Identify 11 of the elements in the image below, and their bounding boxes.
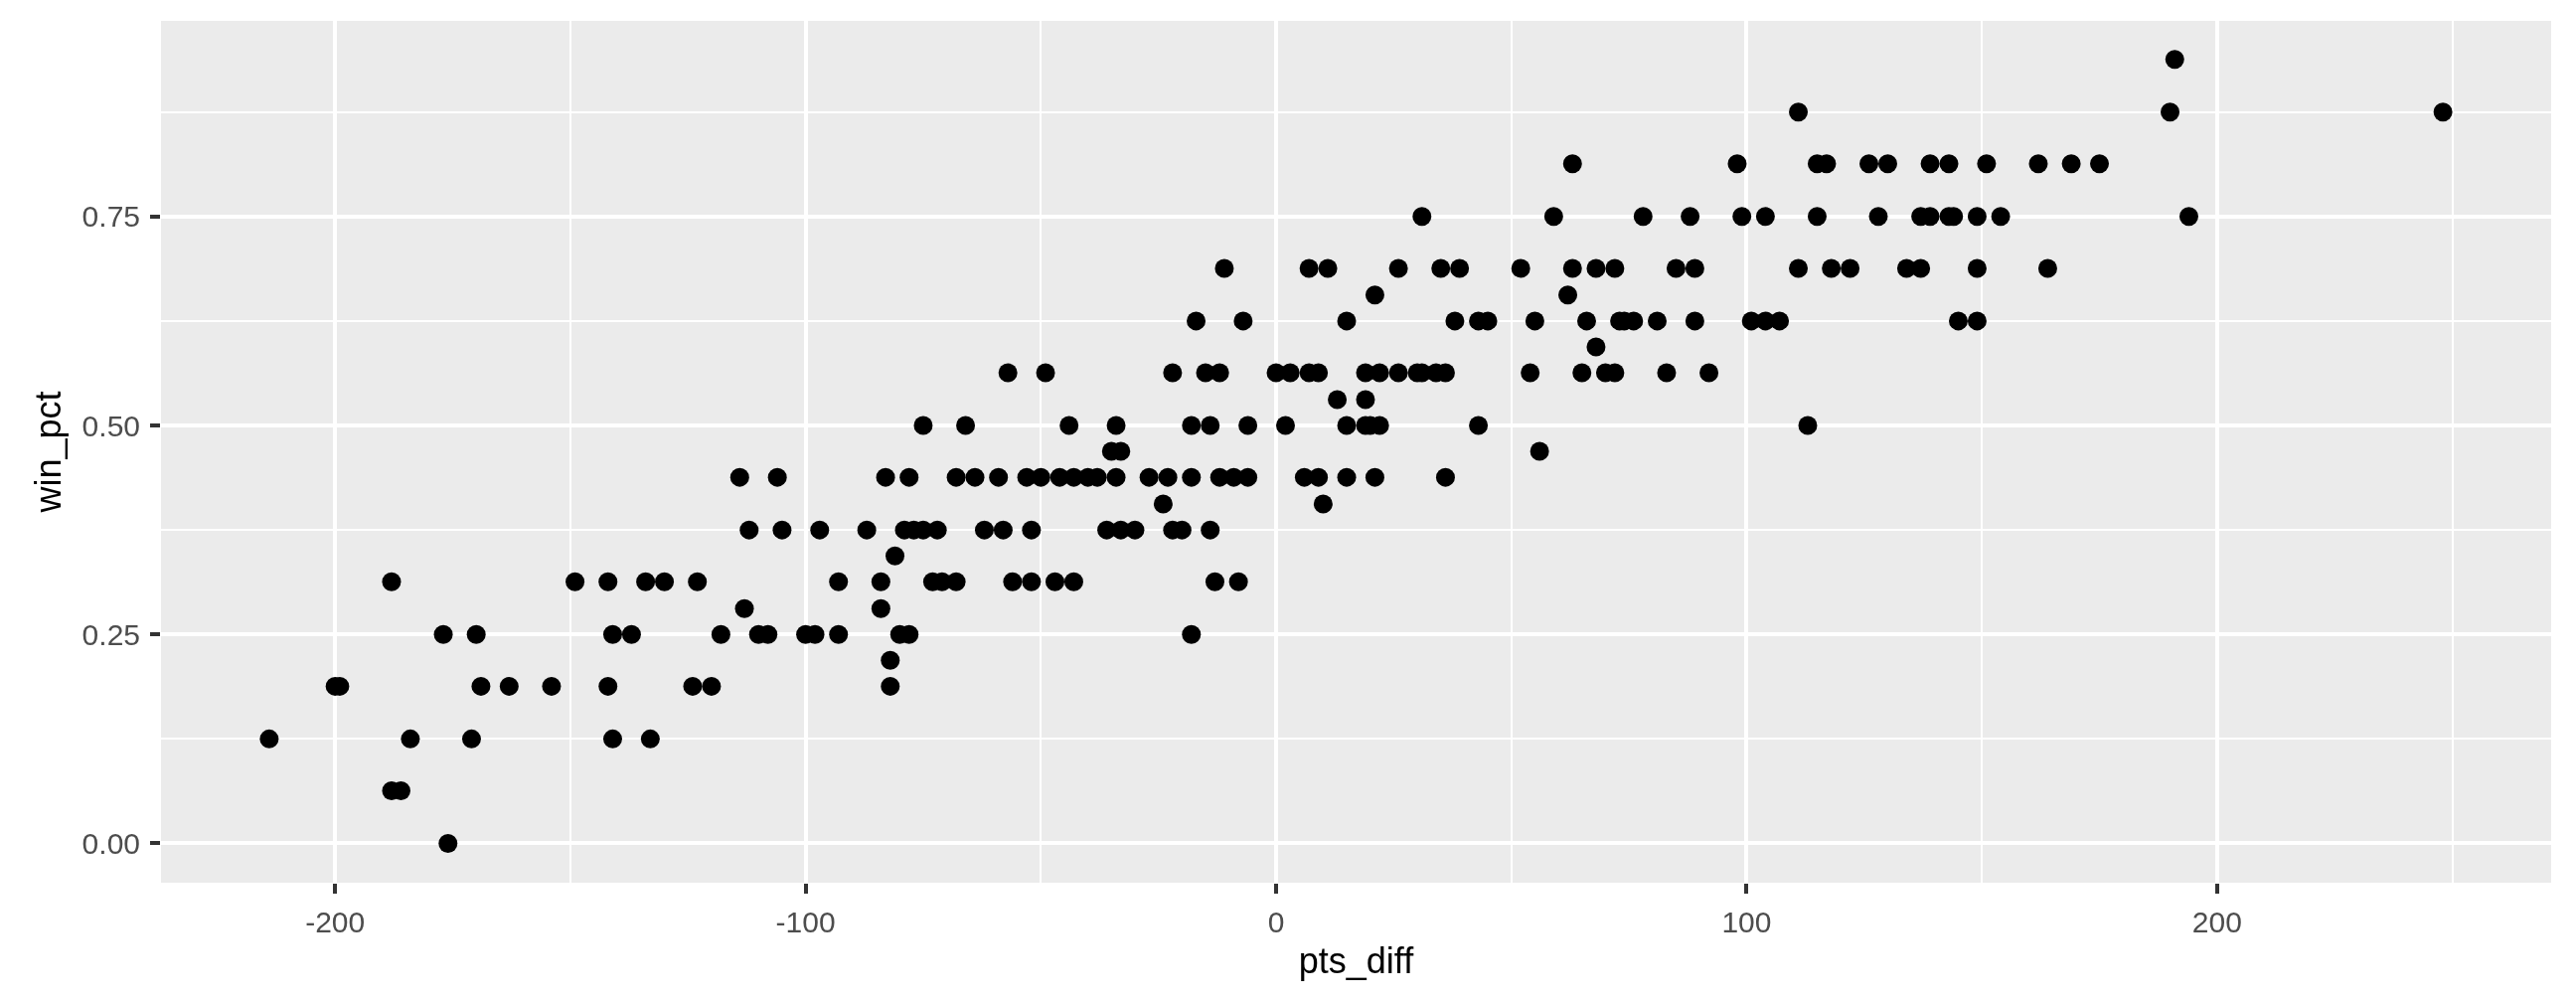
y-tick-label: 0.50: [81, 409, 140, 442]
x-axis-title: pts_diff: [1298, 939, 1415, 981]
x-tick-label: -100: [775, 906, 836, 938]
y-tick-label: 0.75: [81, 200, 140, 234]
x-tick-label: -200: [305, 906, 366, 938]
y-axis-title: win_pct: [27, 391, 69, 514]
x-tick-label: 100: [1721, 906, 1772, 938]
x-tick-label: 0: [1267, 906, 1285, 938]
y-tick-label: 0.25: [81, 617, 140, 651]
x-tick-label: 200: [2191, 906, 2242, 938]
y-tick-label: 0.00: [81, 826, 140, 860]
